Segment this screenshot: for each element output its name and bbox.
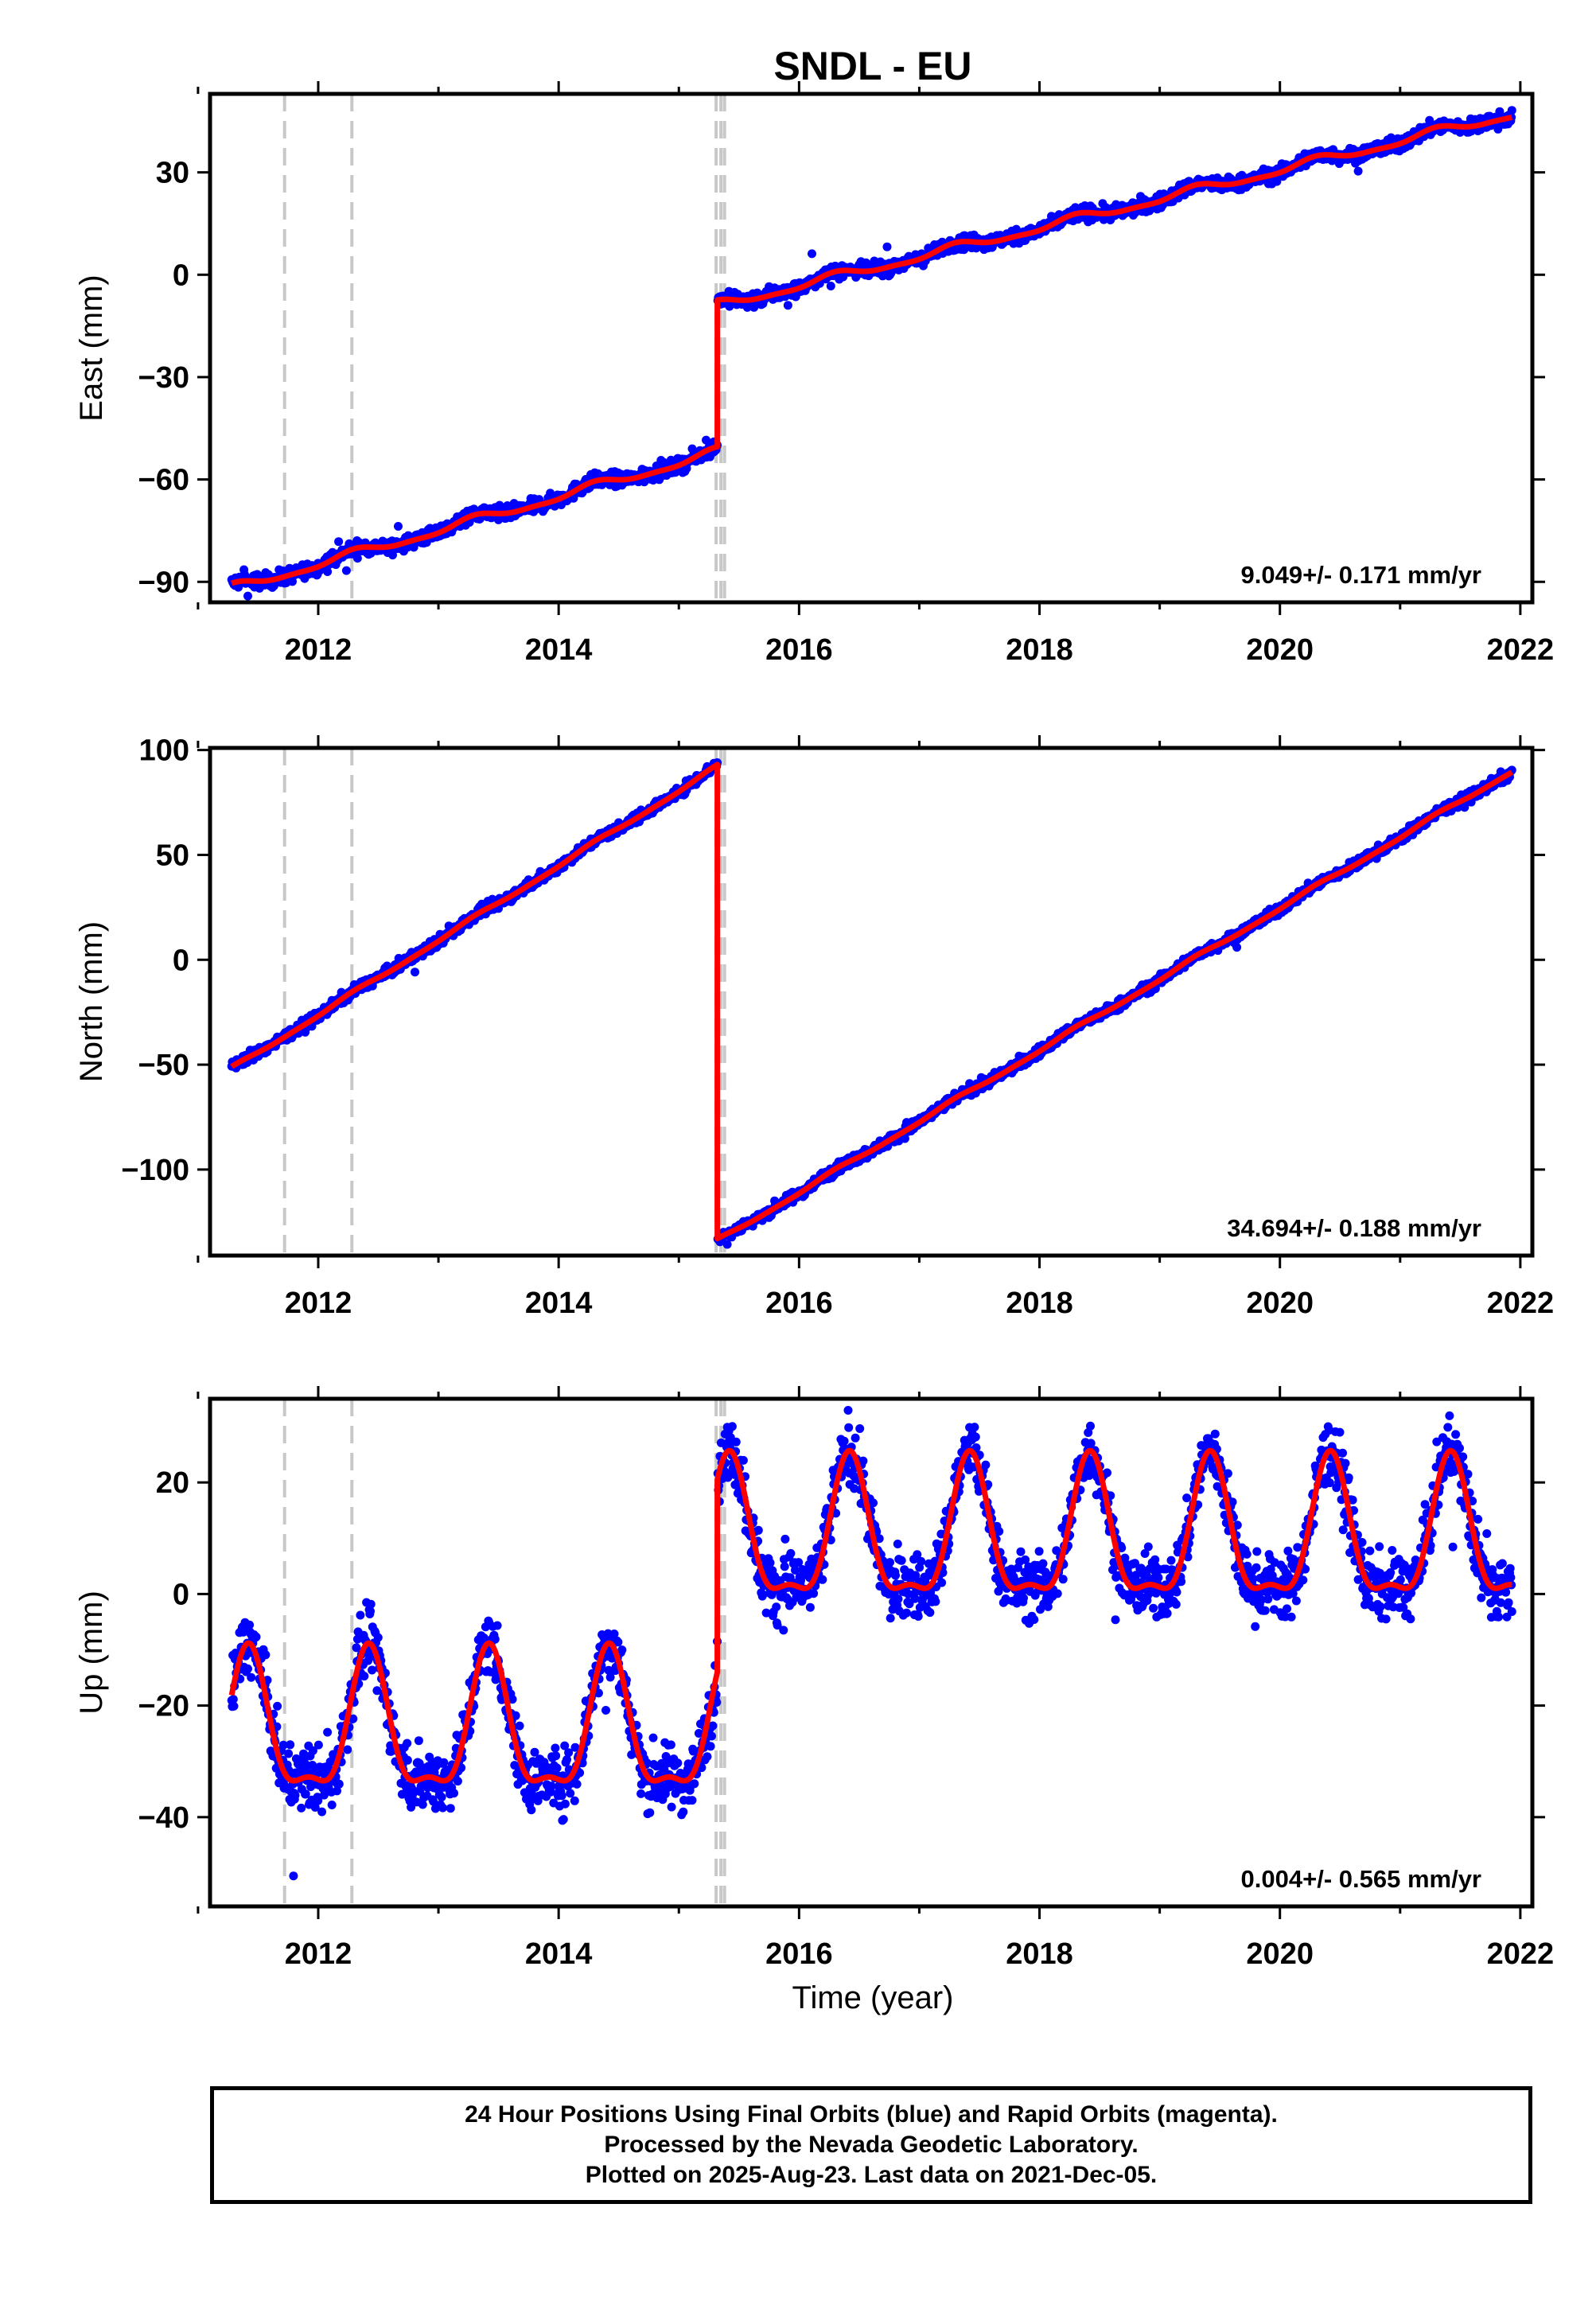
x-tick-label: 2022 <box>1487 1287 1555 1320</box>
data-point <box>334 537 344 547</box>
x-tick-label: 2018 <box>1006 633 1073 667</box>
data-point <box>288 577 297 586</box>
y-tick-label: 0 <box>173 944 189 977</box>
y-tick-label: 0 <box>173 259 189 292</box>
data-point <box>289 1871 298 1881</box>
x-tick-label: 2018 <box>1006 1287 1073 1320</box>
y-tick-label: 100 <box>139 734 189 768</box>
data-point <box>334 1779 344 1789</box>
panel-frame <box>208 92 1535 605</box>
data-point <box>373 1633 383 1642</box>
panel-north-plot-area <box>227 748 1516 1256</box>
data-point <box>356 1610 365 1620</box>
data-point <box>243 591 252 601</box>
y-axis-label: North (mm) <box>74 921 109 1082</box>
data-point <box>273 1701 282 1711</box>
data-point <box>1353 166 1363 176</box>
data-point <box>341 566 351 575</box>
x-tick-label: 2014 <box>525 1287 593 1320</box>
data-point <box>352 554 362 563</box>
fit-line <box>229 114 1514 586</box>
y-tick-label: −30 <box>138 361 189 395</box>
data-point <box>247 1672 256 1682</box>
x-tick-label: 2020 <box>1246 633 1314 667</box>
x-tick-label: 2016 <box>765 633 833 667</box>
data-point <box>251 1632 261 1641</box>
panel-east: 30 0 −30 −60 −90 2012 2014 2016 2018 2020 2022 East… <box>74 81 1554 667</box>
data-point <box>1507 106 1516 115</box>
chart-title: SNDL - EU <box>773 44 971 88</box>
data-point <box>323 567 333 576</box>
y-tick-label: 30 <box>156 157 189 190</box>
data-point <box>394 522 403 531</box>
data-point <box>1232 943 1242 952</box>
y-tick-label: −50 <box>138 1049 189 1082</box>
rate-label: 34.694+/- 0.188 mm/yr <box>1227 1214 1481 1242</box>
data-point <box>808 249 816 259</box>
data-point <box>317 1807 327 1816</box>
rate-label: 9.049+/- 0.171 mm/yr <box>1241 561 1481 589</box>
y-tick-label: −100 <box>121 1154 189 1187</box>
panel-frame <box>208 746 1535 1258</box>
data-point <box>313 1740 323 1750</box>
data-point <box>366 1599 376 1609</box>
x-tick-label: 2020 <box>1246 1287 1314 1320</box>
y-tick-label: −90 <box>138 566 189 599</box>
x-tick-label: 2012 <box>285 633 352 667</box>
data-point <box>722 1240 732 1249</box>
data-point <box>243 1664 252 1673</box>
data-point <box>284 1749 294 1758</box>
x-tick-label: 2014 <box>525 633 593 667</box>
data-point <box>297 1803 306 1813</box>
data-point <box>327 1801 337 1809</box>
y-tick-label: 50 <box>156 839 189 872</box>
panel-up-plot-area <box>227 1399 1516 1906</box>
panel-east-plot-area <box>227 94 1516 602</box>
data-point <box>290 1790 300 1800</box>
y-axis-label: East (mm) <box>74 275 109 421</box>
data-point <box>826 282 835 290</box>
data-point <box>546 489 555 498</box>
data-point <box>360 1672 369 1681</box>
data-point <box>323 1727 333 1737</box>
data-point <box>261 1650 271 1660</box>
data-point <box>286 1740 295 1750</box>
data-point <box>343 1745 352 1754</box>
x-tick-label: 2016 <box>765 1287 833 1320</box>
data-point <box>229 1701 239 1711</box>
y-tick-label: −60 <box>138 464 189 497</box>
panel-north: 100 50 0 −50 −100 2012 2014 2016 2018 2020 2022 Nor… <box>74 734 1554 1320</box>
x-tick-label: 2022 <box>1487 633 1555 667</box>
data-point <box>411 968 419 977</box>
data-point <box>882 242 892 251</box>
fit-line <box>229 761 1514 1242</box>
data-point <box>783 301 792 310</box>
x-tick-label: 2012 <box>285 1287 352 1320</box>
